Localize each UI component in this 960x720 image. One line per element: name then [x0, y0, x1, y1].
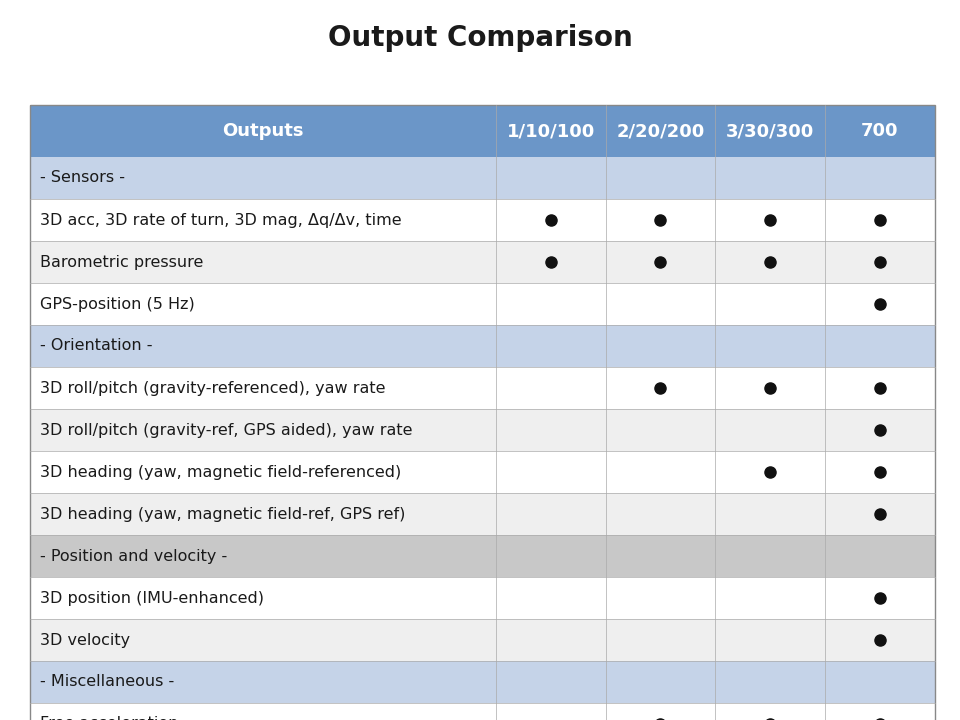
Text: 3D heading (yaw, magnetic field-ref, GPS ref): 3D heading (yaw, magnetic field-ref, GPS… [40, 506, 405, 521]
Bar [30, 241, 935, 283]
Bar [30, 325, 935, 367]
Text: 3D roll/pitch (gravity-ref, GPS aided), yaw rate: 3D roll/pitch (gravity-ref, GPS aided), … [40, 423, 413, 438]
Bar [30, 157, 935, 199]
Text: GPS-position (5 Hz): GPS-position (5 Hz) [40, 297, 195, 312]
Text: 2/20/200: 2/20/200 [616, 122, 705, 140]
Bar [30, 367, 935, 409]
Bar [30, 199, 935, 241]
Bar [30, 493, 935, 535]
Bar [30, 451, 935, 493]
Bar [30, 409, 935, 451]
Text: 3D velocity: 3D velocity [40, 632, 131, 647]
Text: Free acceleration: Free acceleration [40, 716, 179, 720]
Bar [30, 619, 935, 661]
Text: 3/30/300: 3/30/300 [726, 122, 814, 140]
Text: - Miscellaneous -: - Miscellaneous - [40, 675, 175, 690]
Text: 3D acc, 3D rate of turn, 3D mag, Δq/Δv, time: 3D acc, 3D rate of turn, 3D mag, Δq/Δv, … [40, 212, 401, 228]
Text: Outputs: Outputs [223, 122, 303, 140]
Text: - Orientation -: - Orientation - [40, 338, 153, 354]
Bar [30, 105, 935, 720]
Bar [30, 661, 935, 703]
Text: 700: 700 [861, 122, 899, 140]
Bar [30, 105, 935, 157]
Bar [30, 577, 935, 619]
Text: 3D heading (yaw, magnetic field-referenced): 3D heading (yaw, magnetic field-referenc… [40, 464, 401, 480]
Text: 3D position (IMU-enhanced): 3D position (IMU-enhanced) [40, 590, 264, 606]
Text: Output Comparison: Output Comparison [327, 24, 633, 52]
Bar [30, 703, 935, 720]
Bar [30, 283, 935, 325]
Text: 1/10/100: 1/10/100 [507, 122, 595, 140]
Bar [30, 535, 935, 577]
Text: 3D roll/pitch (gravity-referenced), yaw rate: 3D roll/pitch (gravity-referenced), yaw … [40, 380, 386, 395]
Text: - Sensors -: - Sensors - [40, 171, 125, 186]
Text: Barometric pressure: Barometric pressure [40, 254, 204, 269]
Text: - Position and velocity -: - Position and velocity - [40, 549, 228, 564]
